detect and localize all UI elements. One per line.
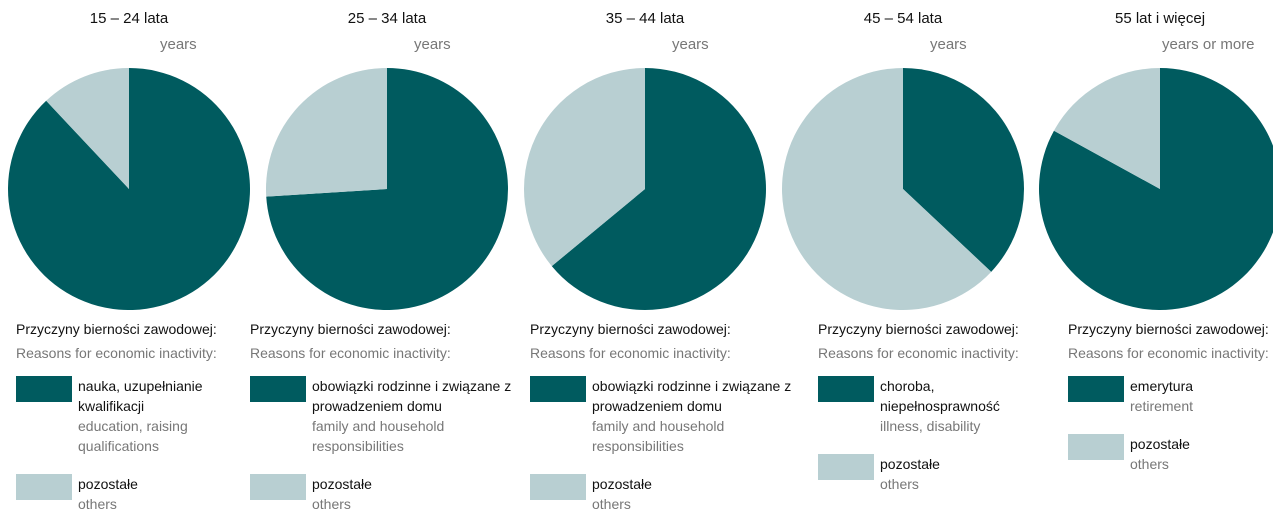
legend-subtitle: Reasons for economic inactivity: xyxy=(16,345,217,361)
legend-subtitle: Reasons for economic inactivity: xyxy=(818,345,1019,361)
legend-entry: pozostałe others xyxy=(16,474,223,514)
legend-swatch xyxy=(530,474,586,500)
legend-label-en: education, raising qualifications xyxy=(78,418,188,454)
pie-slice xyxy=(266,68,508,311)
legend-label: pozostałe xyxy=(880,456,940,472)
legend-label-en: family and household responsibilities xyxy=(592,418,725,454)
legend-label: obowiązki rodzinne i związane z prowadze… xyxy=(312,378,512,414)
legend-title: Przyczyny bierności zawodowej: xyxy=(1068,321,1269,337)
legend-entry: pozostałe others xyxy=(530,474,807,514)
legend-label: pozostałe xyxy=(78,476,138,492)
chart-title: 15 – 24 lata xyxy=(89,10,169,27)
legend-entry: nauka, uzupełnianie kwalifikacji educatio… xyxy=(16,376,223,456)
legend-title: Przyczyny bierności zawodowej: xyxy=(530,321,731,337)
legend-label: pozostałe xyxy=(1130,436,1190,452)
legend-entry: pozostałe others xyxy=(818,454,1030,494)
chart-title: 55 lat i więcej xyxy=(1114,10,1206,27)
legend-label-en: others xyxy=(1130,456,1169,472)
legend-swatch xyxy=(1068,434,1124,460)
legend-entry: emerytura retirement xyxy=(1068,376,1273,416)
legend-label: obowiązki rodzinne i związane z prowadze… xyxy=(592,378,792,414)
legend-swatch xyxy=(818,376,874,402)
legend-subtitle: Reasons for economic inactivity: xyxy=(250,345,451,361)
legend-text: choroba, niepełnosprawność illness, disab… xyxy=(880,376,1030,436)
pie-slice xyxy=(266,68,387,197)
legend-label-en: others xyxy=(880,476,919,492)
pie-slice xyxy=(46,68,129,189)
legend-subtitle: Reasons for economic inactivity: xyxy=(1068,345,1269,361)
legend-text: nauka, uzupełnianie kwalifikacji educatio… xyxy=(78,376,223,456)
chart-title: 25 – 34 lata xyxy=(347,10,427,27)
legend-label-en: others xyxy=(78,496,117,512)
legend-text: obowiązki rodzinne i związane z prowadze… xyxy=(592,376,807,456)
legend-entry: pozostałe others xyxy=(1068,434,1273,474)
legend-text: pozostałe others xyxy=(78,474,223,514)
legend-label: pozostałe xyxy=(592,476,652,492)
legend-label: choroba, niepełnosprawność xyxy=(880,378,1000,414)
legend-text: obowiązki rodzinne i związane z prowadze… xyxy=(312,376,527,456)
legend-label-en: retirement xyxy=(1130,398,1194,414)
legend-text: emerytura retirement xyxy=(1130,376,1273,416)
legend-text: pozostałe others xyxy=(592,474,807,514)
legend-title: Przyczyny bierności zawodowej: xyxy=(250,321,451,337)
pie-slice xyxy=(781,68,992,310)
legend-title: Przyczyny bierności zawodowej: xyxy=(818,321,1019,337)
legend-entry: obowiązki rodzinne i związane z prowadze… xyxy=(250,376,527,456)
legend-text: pozostałe others xyxy=(1130,434,1273,474)
legend-label-en: others xyxy=(312,496,351,512)
legend-swatch xyxy=(250,474,306,500)
legend-text: pozostałe others xyxy=(880,454,1030,494)
pie-slice xyxy=(903,68,1024,272)
chart-title: 45 – 54 lata xyxy=(863,10,943,27)
legend-subtitle: Reasons for economic inactivity: xyxy=(530,345,731,361)
chart-subtitle: years xyxy=(160,36,197,53)
legend-swatch xyxy=(16,474,72,500)
legend-label: pozostałe xyxy=(312,476,372,492)
chart-subtitle: years xyxy=(672,36,709,53)
chart-subtitle: years xyxy=(414,36,451,53)
pie-slice xyxy=(551,68,766,310)
legend-label-en: illness, disability xyxy=(880,418,981,434)
legend-swatch xyxy=(818,454,874,480)
legend-swatch xyxy=(16,376,72,402)
legend-label: nauka, uzupełnianie kwalifikacji xyxy=(78,378,203,414)
legend-label: emerytura xyxy=(1130,378,1194,394)
legend-entry: pozostałe others xyxy=(250,474,527,514)
legend-title: Przyczyny bierności zawodowej: xyxy=(16,321,217,337)
legend-label-en: others xyxy=(592,496,631,512)
pie-slice xyxy=(1039,68,1273,310)
legend-label-en: family and household responsibilities xyxy=(312,418,445,454)
legend-swatch xyxy=(1068,376,1124,402)
pie-slice xyxy=(523,68,645,267)
legend-entry: choroba, niepełnosprawność illness, disab… xyxy=(818,376,1030,436)
chart-title: 35 – 44 lata xyxy=(605,10,685,27)
legend-swatch xyxy=(250,376,306,402)
legend-swatch xyxy=(530,376,586,402)
legend-entry: obowiązki rodzinne i związane z prowadze… xyxy=(530,376,807,456)
pie-slice xyxy=(1053,68,1160,189)
legend-text: pozostałe others xyxy=(312,474,527,514)
chart-subtitle: years or more xyxy=(1162,36,1255,53)
chart-subtitle: years xyxy=(930,36,967,53)
